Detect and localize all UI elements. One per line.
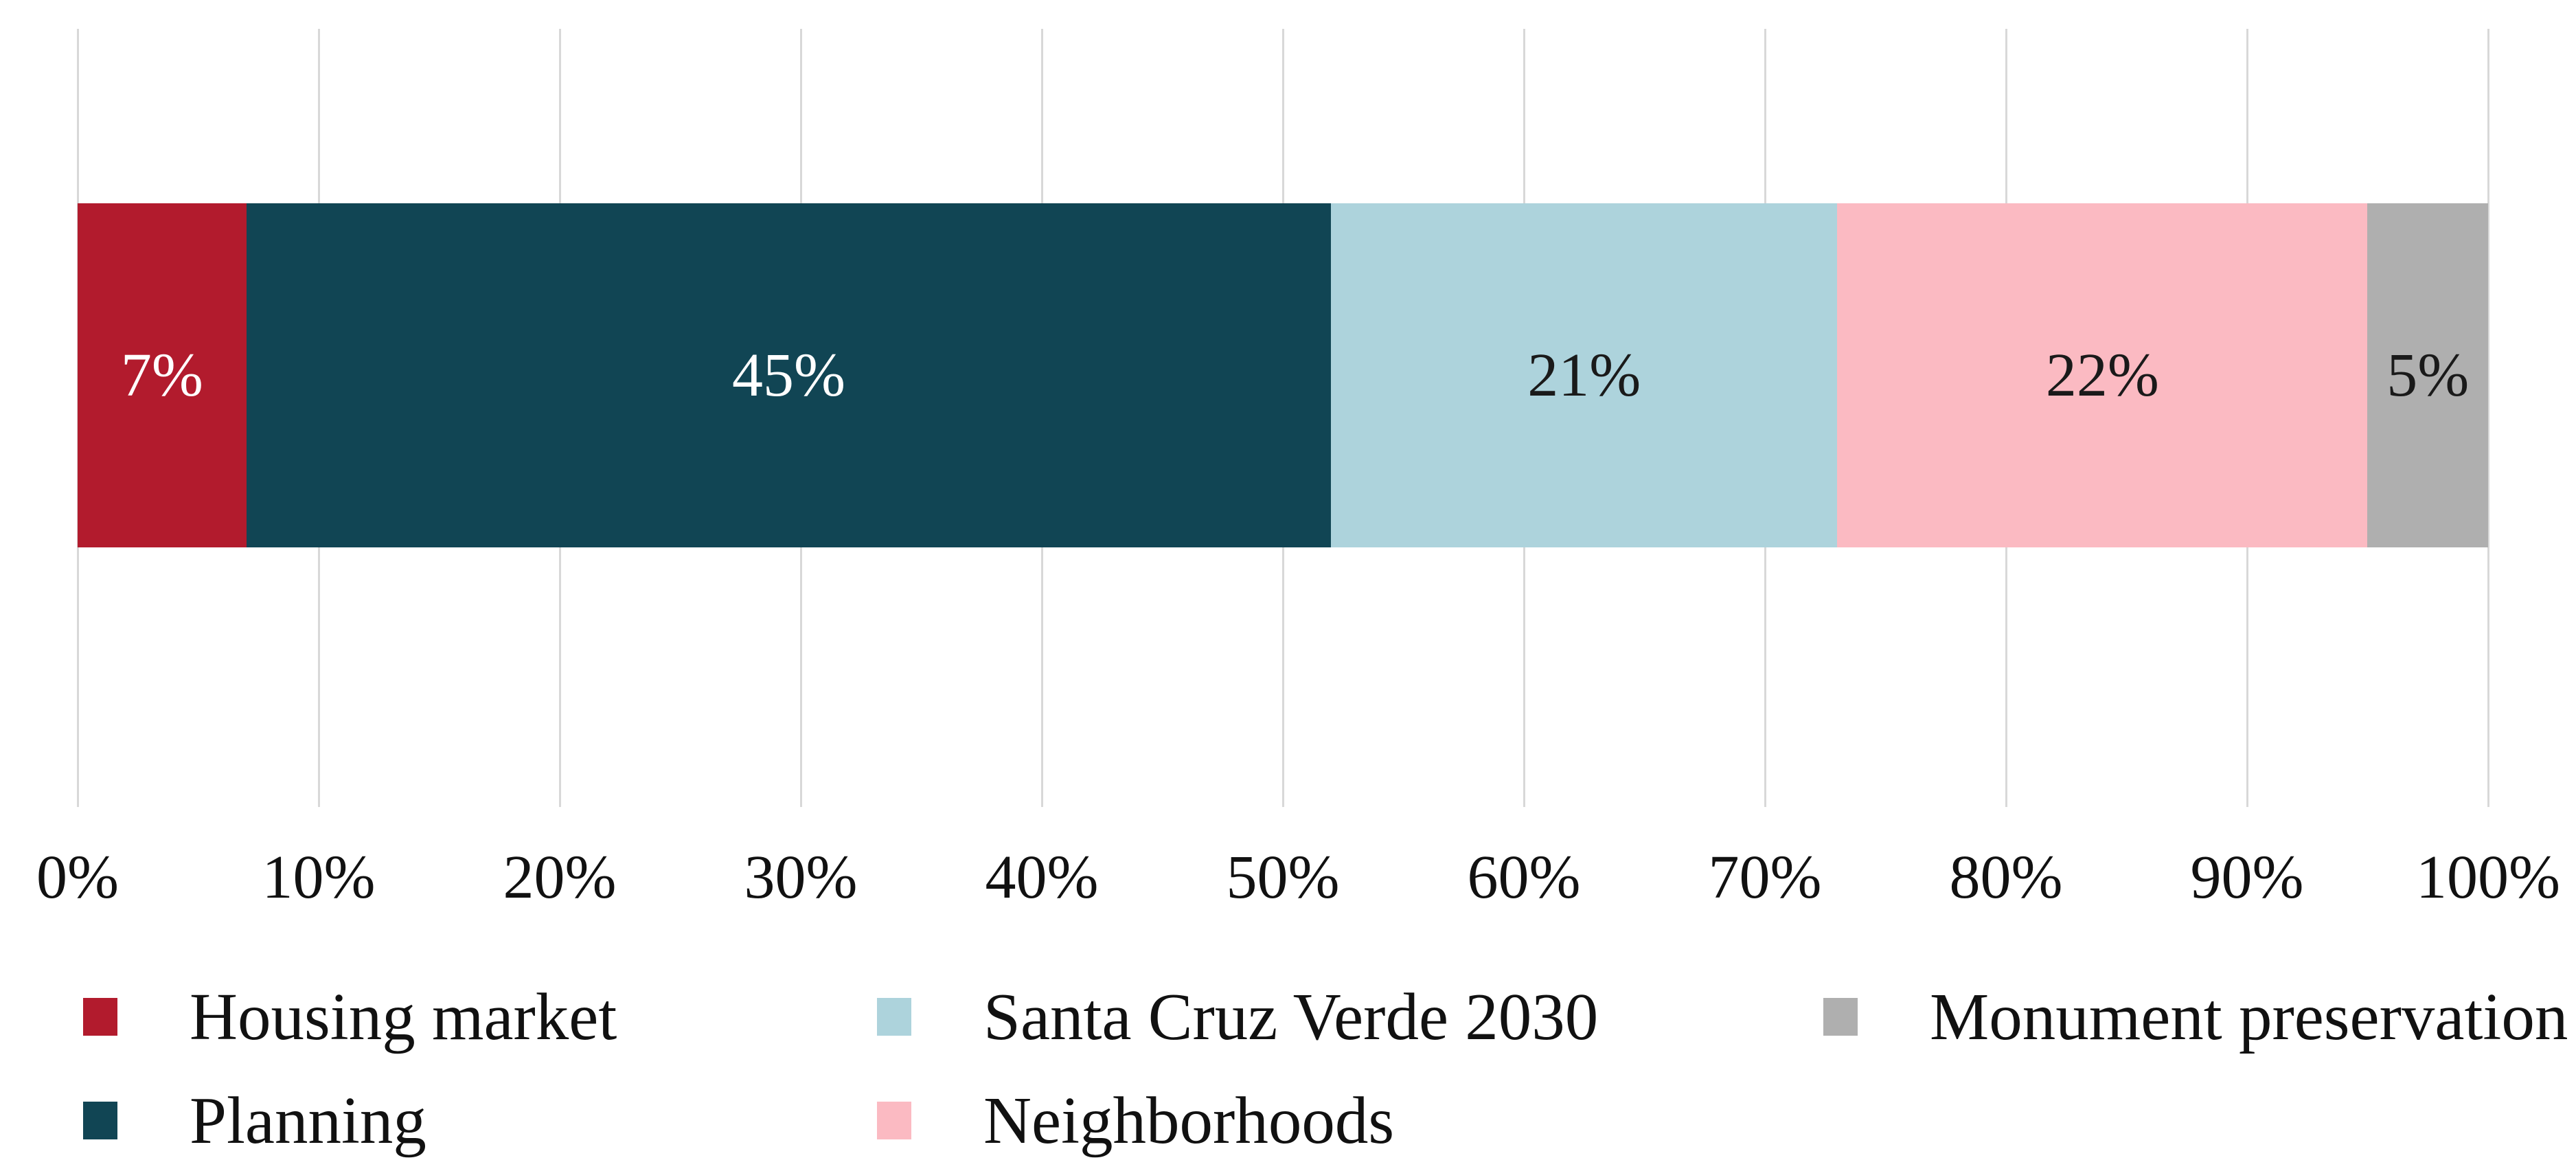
legend-item-label: Monument preservation [1930,979,2568,1054]
bar-segment-monument-preservation[interactable]: 5% [2367,203,2488,547]
legend-swatch-icon [877,997,911,1036]
legend-swatch-icon [1823,997,1858,1036]
legend-item-santa-cruz-verde-2030[interactable]: Santa Cruz Verde 2030 [877,979,1599,1054]
x-axis-tick-label: 10% [262,843,376,911]
legend-item-label: Planning [190,1083,426,1157]
legend-item-monument-preservation[interactable]: Monument preservation [1823,979,2568,1054]
bar-segment-value-label: 5% [2386,341,2470,409]
x-axis-tick-label: 70% [1708,843,1822,911]
x-axis-tick-label: 30% [744,843,858,911]
legend-item-label: Neighborhoods [983,1083,1395,1157]
bar-segment-housing-market[interactable]: 7% [78,203,247,547]
x-axis-tick-label: 60% [1467,843,1581,911]
x-axis-tick-label: 90% [2190,843,2304,911]
legend-item-neighborhoods[interactable]: Neighborhoods [877,1083,1395,1157]
legend-swatch-icon [83,1101,117,1139]
x-axis-tick-label: 0% [36,843,119,911]
legend-item-label: Santa Cruz Verde 2030 [983,979,1599,1054]
bar-segment-value-label: 45% [731,341,845,409]
legend-item-label: Housing market [190,979,617,1054]
bar-segment-value-label: 7% [120,341,203,409]
bar-segment-planning[interactable]: 45% [246,203,1332,547]
bar-segment-santa-cruz-verde-2030[interactable]: 21% [1331,203,1838,547]
x-axis-tick-label: 80% [1949,843,2063,911]
bar-segment-neighborhoods[interactable]: 22% [1837,203,2368,547]
legend-swatch-icon [83,997,117,1036]
stacked-bar: 7% 45% 21% 22% 5% [78,203,2488,547]
bar-segment-value-label: 21% [1527,341,1641,409]
x-axis-tick-label: 50% [1226,843,1340,911]
gridline [2487,29,2489,807]
legend-item-planning[interactable]: Planning [83,1083,426,1157]
x-axis-tick-label: 20% [503,843,617,911]
x-axis-tick-label: 40% [985,843,1099,911]
legend-item-housing-market[interactable]: Housing market [83,979,617,1054]
legend-swatch-icon [877,1101,911,1139]
x-axis-tick-label: 100% [2416,843,2560,911]
bar-segment-value-label: 22% [2045,341,2159,409]
